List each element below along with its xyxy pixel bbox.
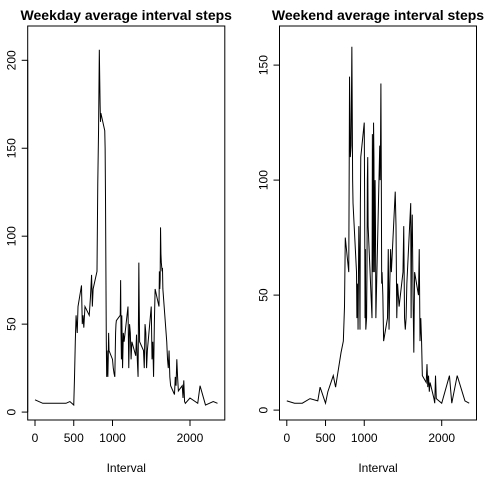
y-tick-label: 50 <box>257 288 271 302</box>
y-tick-label: 100 <box>5 226 19 246</box>
x-tick-label: 0 <box>283 431 290 445</box>
chart-title: Weekend average interval steps <box>272 7 484 23</box>
x-axis-label: Interval <box>358 461 397 475</box>
x-tick-label: 2000 <box>428 431 455 445</box>
x-tick-label: 1000 <box>351 431 378 445</box>
y-tick-label: 50 <box>5 317 19 331</box>
data-line <box>286 46 470 406</box>
y-tick-label: 200 <box>5 50 19 70</box>
y-tick-label: 150 <box>257 55 271 75</box>
y-tick-label: 150 <box>5 138 19 158</box>
data-line <box>34 49 218 407</box>
chart-title: Weekday average interval steps <box>21 7 233 23</box>
x-tick-label: 500 <box>316 431 336 445</box>
y-tick-label: 0 <box>5 408 19 415</box>
plot-box <box>27 25 226 421</box>
x-tick-label: 500 <box>64 431 84 445</box>
y-tick-label: 100 <box>257 170 271 190</box>
y-tick-label: 0 <box>257 406 271 413</box>
x-tick-label: 0 <box>32 431 39 445</box>
x-tick-label: 2000 <box>177 431 204 445</box>
x-tick-label: 1000 <box>99 431 126 445</box>
x-axis-label: Interval <box>107 461 146 475</box>
